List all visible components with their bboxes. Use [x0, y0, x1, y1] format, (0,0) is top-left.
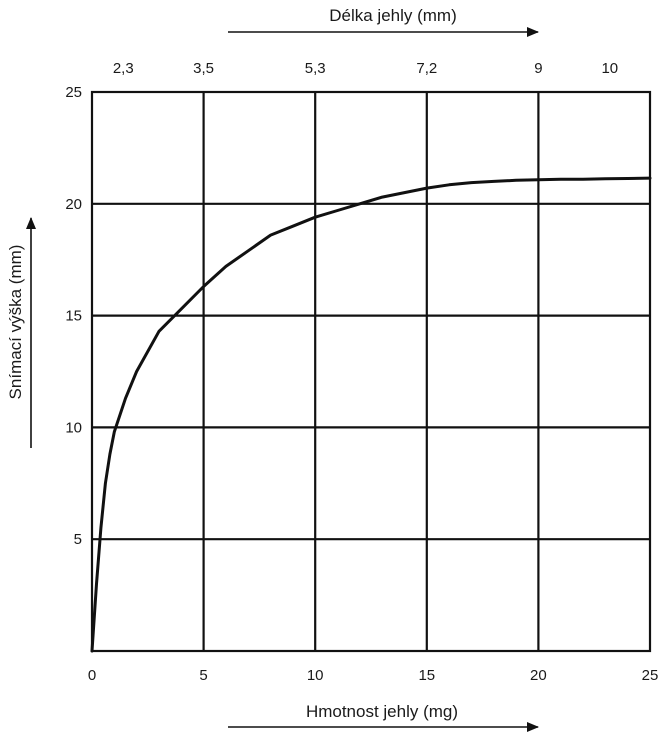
top-tick-label: 2,3: [113, 60, 134, 77]
x-tick-label: 5: [199, 667, 207, 684]
x-axis-title: Hmotnost jehly (mg): [306, 702, 458, 721]
y-tick-label: 10: [65, 419, 82, 436]
plot-area: [90, 176, 652, 653]
grid: [90, 90, 652, 653]
y-tick-label: 25: [65, 84, 82, 101]
top-axis-title: Délka jehly (mm): [329, 6, 457, 25]
axis-labels: 0 5 10 15 20 25 5 10 15 20 25 2,3 3,5 5,3 7,2 9 10: [65, 60, 658, 684]
x-tick-label: 0: [88, 667, 96, 684]
x-tick-label: 20: [530, 667, 547, 684]
top-tick-label: 7,2: [416, 60, 437, 77]
x-tick-label: 25: [642, 667, 659, 684]
top-tick-label: 10: [601, 60, 618, 77]
y-tick-label: 15: [65, 308, 82, 325]
top-tick-label: 9: [534, 60, 542, 77]
top-tick-label: 3,5: [193, 60, 214, 77]
y-tick-label: 5: [74, 531, 82, 548]
y-tick-label: 20: [65, 196, 82, 213]
plot-frame: [90, 90, 652, 653]
top-tick-label: 5,3: [305, 60, 326, 77]
y-axis-title: Snímací výška (mm): [6, 245, 25, 400]
series-line: [90, 176, 652, 653]
x-tick-label: 15: [418, 667, 435, 684]
x-tick-label: 10: [307, 667, 324, 684]
